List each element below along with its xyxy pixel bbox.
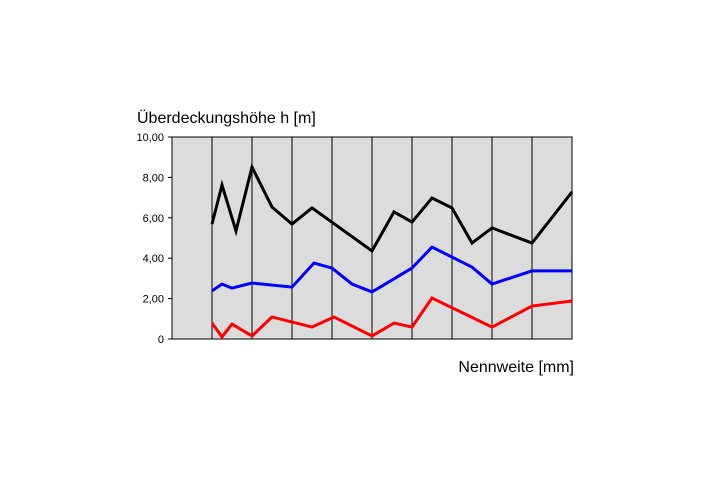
y-tick-label: 10,00 [136, 132, 164, 144]
line [210, 296, 573, 340]
y-tick-label: 0 [158, 334, 164, 346]
line [211, 245, 572, 294]
y-axis-label: Überdeckungshöhe h [m] [137, 109, 316, 127]
line [210, 162, 574, 254]
x-axis-label: Nennweite [mm] [458, 359, 574, 376]
y-tick-label: 6,00 [143, 213, 164, 225]
y-tick-label: 8,00 [143, 172, 164, 184]
y-tick-label: 4,00 [143, 253, 164, 265]
y-tick-label: 2,00 [143, 294, 164, 306]
